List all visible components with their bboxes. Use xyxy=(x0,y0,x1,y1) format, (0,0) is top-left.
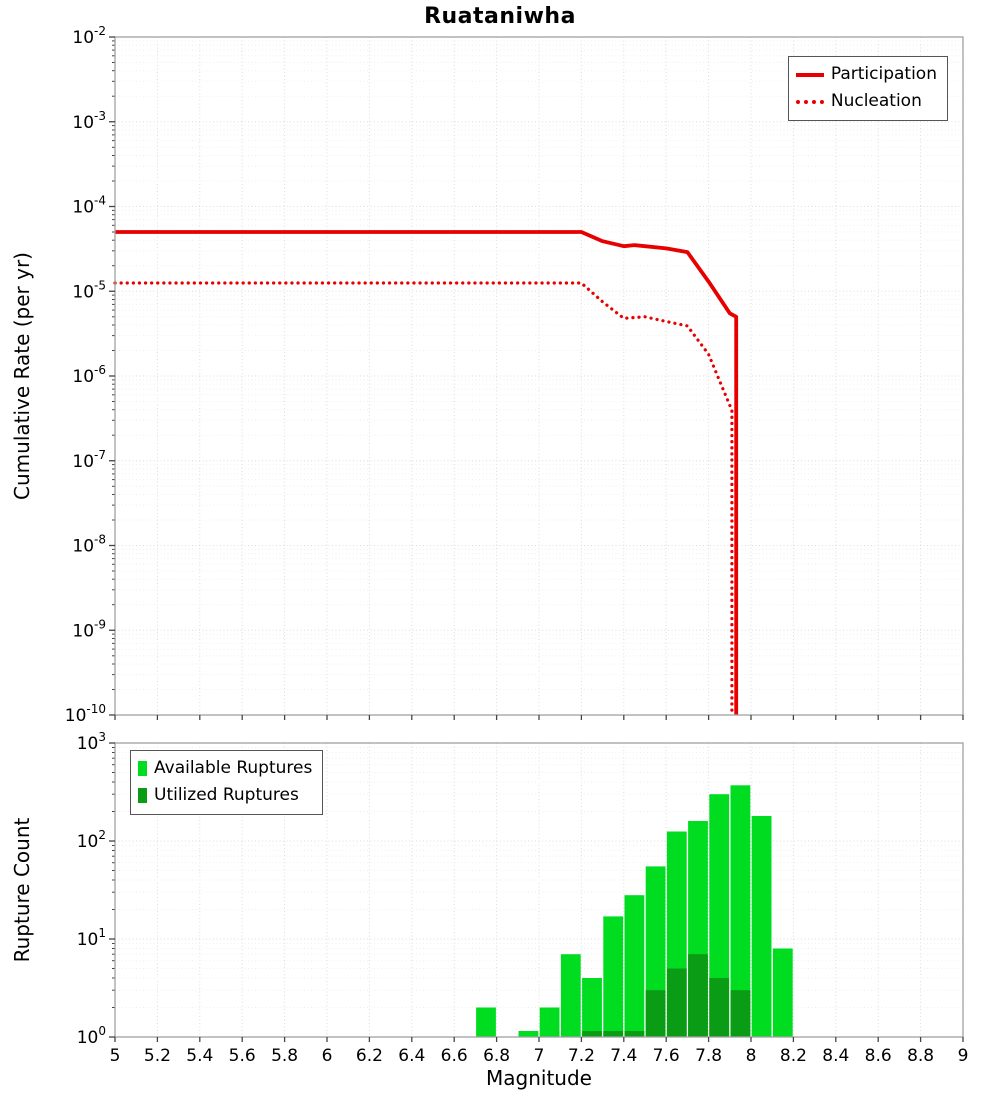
legend-row-available: Available Ruptures xyxy=(138,755,312,782)
utilized-label: Utilized Ruptures xyxy=(154,785,299,805)
y-tick-label: 10-10 xyxy=(65,702,106,726)
utilized-bar xyxy=(582,1031,602,1037)
utilized-bar-swatch xyxy=(138,788,147,803)
rates-legend: Participation Nucleation xyxy=(787,56,948,121)
x-tick-label: 6.6 xyxy=(441,1046,468,1066)
x-tick-label: 5.8 xyxy=(271,1046,298,1066)
participation-line xyxy=(115,230,739,715)
utilized-bar xyxy=(624,1031,645,1037)
y-tick-label: 10-9 xyxy=(72,617,106,641)
y-tick-label: 10-5 xyxy=(72,278,106,302)
legend-row-nucleation: Nucleation xyxy=(795,88,937,115)
x-tick-label: 6.8 xyxy=(483,1046,510,1066)
utilized-bar xyxy=(645,990,666,1037)
x-tick-label: 7 xyxy=(534,1046,545,1066)
utilized-bar xyxy=(688,954,708,1037)
available-bar xyxy=(539,1007,560,1037)
legend-row-utilized: Utilized Ruptures xyxy=(138,782,312,809)
participation-line-swatch xyxy=(795,72,824,77)
available-label: Available Ruptures xyxy=(154,758,313,778)
available-bar xyxy=(751,816,772,1037)
y-tick-label: 101 xyxy=(77,926,106,950)
nucleation-line-swatch xyxy=(795,99,824,104)
y-tick-label: 10-7 xyxy=(72,448,106,472)
x-tick-label: 6.2 xyxy=(356,1046,383,1066)
y-tick-label: 100 xyxy=(77,1024,106,1048)
available-bar xyxy=(582,978,602,1037)
x-tick-label: 6 xyxy=(322,1046,333,1066)
x-tick-label: 7.2 xyxy=(568,1046,595,1066)
y-tick-label: 103 xyxy=(77,730,106,754)
x-tick-label: 5.4 xyxy=(186,1046,213,1066)
available-bar xyxy=(476,1007,496,1037)
x-tick-label: 5.6 xyxy=(229,1046,256,1066)
y-tick-label: 102 xyxy=(77,828,106,852)
available-bar xyxy=(709,794,730,1037)
y-tick-label: 10-8 xyxy=(72,533,106,557)
available-bar xyxy=(772,948,793,1037)
chart-title: Ruataniwha xyxy=(424,4,576,29)
participation-label: Participation xyxy=(830,64,937,84)
y-tick-label: 10-6 xyxy=(72,363,106,387)
x-axis-label: Magnitude xyxy=(486,1066,592,1090)
legend-row-participation: Participation xyxy=(795,61,937,88)
utilized-bar xyxy=(603,1031,624,1037)
utilized-bar xyxy=(709,978,730,1037)
x-tick-label: 5 xyxy=(110,1046,121,1066)
x-tick-label: 8.2 xyxy=(780,1046,807,1066)
x-tick-label: 8.6 xyxy=(865,1046,892,1066)
available-bar xyxy=(624,895,645,1037)
available-bar xyxy=(730,785,751,1037)
counts-legend: Available Ruptures Utilized Ruptures xyxy=(130,750,324,815)
available-bar xyxy=(518,1031,539,1037)
available-bar xyxy=(603,916,624,1037)
x-tick-label: 8.4 xyxy=(822,1046,849,1066)
x-tick-label: 7.4 xyxy=(610,1046,637,1066)
x-tick-label: 8 xyxy=(746,1046,757,1066)
x-tick-label: 5.2 xyxy=(144,1046,171,1066)
available-bar xyxy=(560,954,581,1037)
nucleation-label: Nucleation xyxy=(830,91,922,111)
y-tick-label: 10-3 xyxy=(72,109,106,133)
nucleation-line xyxy=(113,281,734,717)
x-tick-label: 7.6 xyxy=(653,1046,680,1066)
x-tick-label: 7.8 xyxy=(695,1046,722,1066)
x-tick-label: 8.8 xyxy=(907,1046,934,1066)
available-bar-swatch xyxy=(138,761,147,776)
utilized-bar xyxy=(730,990,751,1037)
utilized-bar xyxy=(666,968,687,1037)
x-tick-label: 9 xyxy=(958,1046,969,1066)
y-tick-label: 10-2 xyxy=(72,24,106,48)
x-tick-label: 6.4 xyxy=(398,1046,425,1066)
y-tick-label: 10-4 xyxy=(72,194,106,218)
